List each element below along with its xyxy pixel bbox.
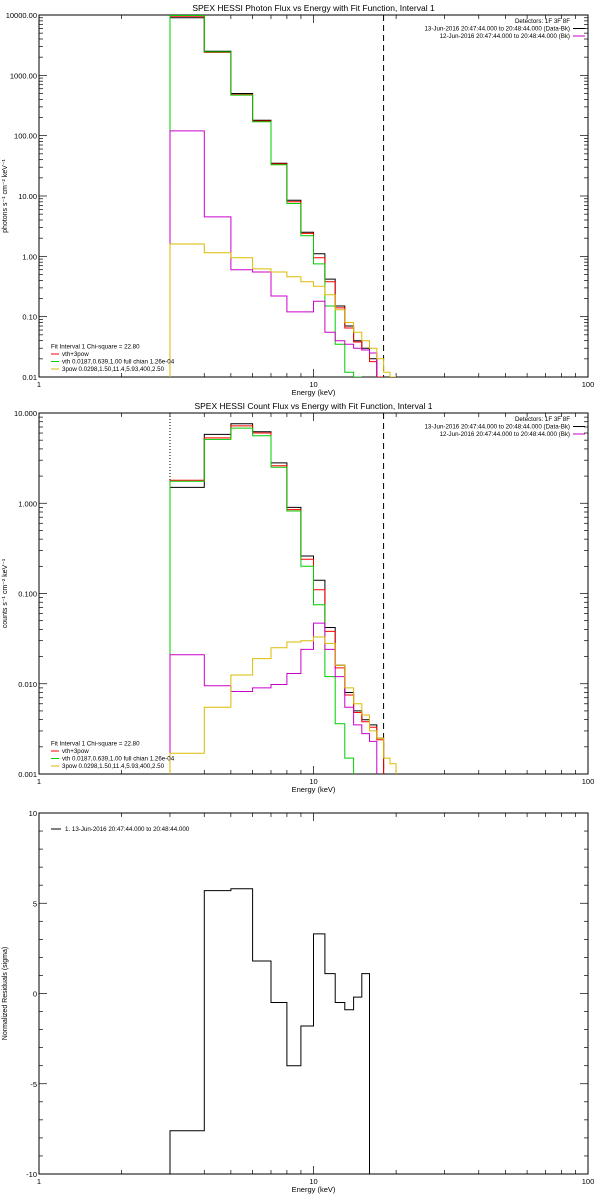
legend-bottom-left-text: 3pow 0.0298,1.50,11.4,5.93,400,2.50: [62, 366, 165, 373]
y-tick-label: 0: [33, 990, 37, 999]
series-line-3: [169, 427, 355, 774]
x-tick-label: 10: [309, 380, 317, 389]
legend-top-right-text: 12-Jun-2016 20:47:44.000 to 20:48:44.000…: [440, 431, 570, 438]
chart-panel-2: SPEX HESSI Count Flux vs Energy with Fit…: [2, 401, 594, 794]
legend-bottom-left-text: Fit Interval 1 Chi-square = 22.80: [51, 741, 140, 748]
y-tick-label: 10.000: [14, 409, 37, 418]
x-tick-label: 10: [309, 1177, 317, 1186]
legend-bottom-left-text: vth 0.0187,0.639,1.00 full chian 1.26e-0…: [62, 756, 175, 763]
y-tick-label: -5: [30, 1080, 37, 1089]
y-tick-label: 10.00: [18, 192, 37, 201]
series-line-4: [169, 622, 378, 774]
series-line-1: [169, 888, 384, 1174]
x-axis-label: Energy (keV): [292, 785, 336, 794]
legend-bottom-left-text: vth 0.0187,0.639,1.00 full chian 1.26e-0…: [62, 359, 175, 366]
chart-panel-1: SPEX HESSI Photon Flux vs Energy with Fi…: [2, 3, 594, 397]
legend-top-left-text: 1. 13-Jun-2016 20:47:44.000 to 20:48:44.…: [65, 826, 190, 833]
y-axis-label: photons s⁻¹ cm⁻² keV⁻¹: [2, 158, 9, 232]
x-tick-label: 100: [582, 777, 595, 786]
y-tick-label: 0.010: [18, 680, 37, 689]
plot-frame: [38, 14, 589, 378]
chart-title: SPEX HESSI Count Flux vs Energy with Fit…: [194, 401, 432, 411]
x-tick-label: 1: [37, 777, 41, 786]
series-group: [169, 15, 397, 377]
legend-top-right-text: Detectors: 1F 3F 8F: [515, 18, 570, 25]
y-tick-label: -10: [26, 1170, 37, 1179]
legend-top-right-text: 13-Jun-2016 20:47:44.000 to 20:48:44.000…: [424, 424, 570, 431]
x-axis-label: Energy (keV): [292, 1185, 336, 1194]
y-tick-label: 5: [33, 899, 37, 908]
series-line-5: [169, 636, 397, 774]
x-tick-label: 1: [37, 380, 41, 389]
legend-bottom-left-text: vth+3pow: [62, 748, 89, 755]
legend-top-right-text: 12-Jun-2016 20:47:44.000 to 20:48:44.000…: [440, 33, 570, 40]
y-axis-label: counts s⁻¹ cm⁻² keV⁻¹: [2, 558, 9, 628]
legend-top-right-text: 13-Jun-2016 20:47:44.000 to 20:48:44.000…: [424, 26, 570, 33]
y-tick-label: 0.10: [22, 313, 37, 322]
y-axis-label: Normalized Residuals (sigma): [2, 947, 9, 1040]
series-line-2: [169, 425, 385, 774]
legend-bottom-left-text: vth+3pow: [62, 351, 89, 358]
x-axis-label: Energy (keV): [292, 388, 336, 397]
y-tick-label: 10000.00: [6, 11, 37, 20]
series-line-1: [169, 17, 384, 377]
series-line-5: [169, 243, 397, 377]
series-group: [169, 423, 397, 774]
y-tick-label: 1000.00: [10, 71, 37, 80]
y-tick-label: 1.00: [22, 252, 37, 261]
legend-bottom-left-text: Fit Interval 1 Chi-square = 22.80: [51, 344, 140, 351]
series-line-1: [169, 423, 385, 774]
y-tick-label: 1.000: [18, 499, 37, 508]
y-tick-label: 10: [29, 809, 37, 818]
y-tick-label: 0.100: [18, 590, 37, 599]
x-tick-label: 100: [582, 1177, 595, 1186]
x-tick-label: 1: [37, 1177, 41, 1186]
series-line-4: [169, 130, 378, 377]
series-group: [169, 888, 384, 1174]
legend-bottom-left-text: 3pow 0.0298,1.50,11.4,5.93,400,2.50: [62, 763, 165, 770]
y-tick-label: 0.01: [22, 373, 37, 382]
y-tick-label: 0.001: [18, 770, 37, 779]
chart-title: SPEX HESSI Photon Flux vs Energy with Fi…: [192, 3, 435, 13]
series-line-3: [169, 15, 362, 377]
legend-top-right-text: Detectors: 1F 3F 8F: [515, 416, 570, 423]
x-tick-label: 10: [309, 777, 317, 786]
x-tick-label: 100: [582, 380, 595, 389]
y-tick-label: 100.00: [14, 132, 37, 141]
